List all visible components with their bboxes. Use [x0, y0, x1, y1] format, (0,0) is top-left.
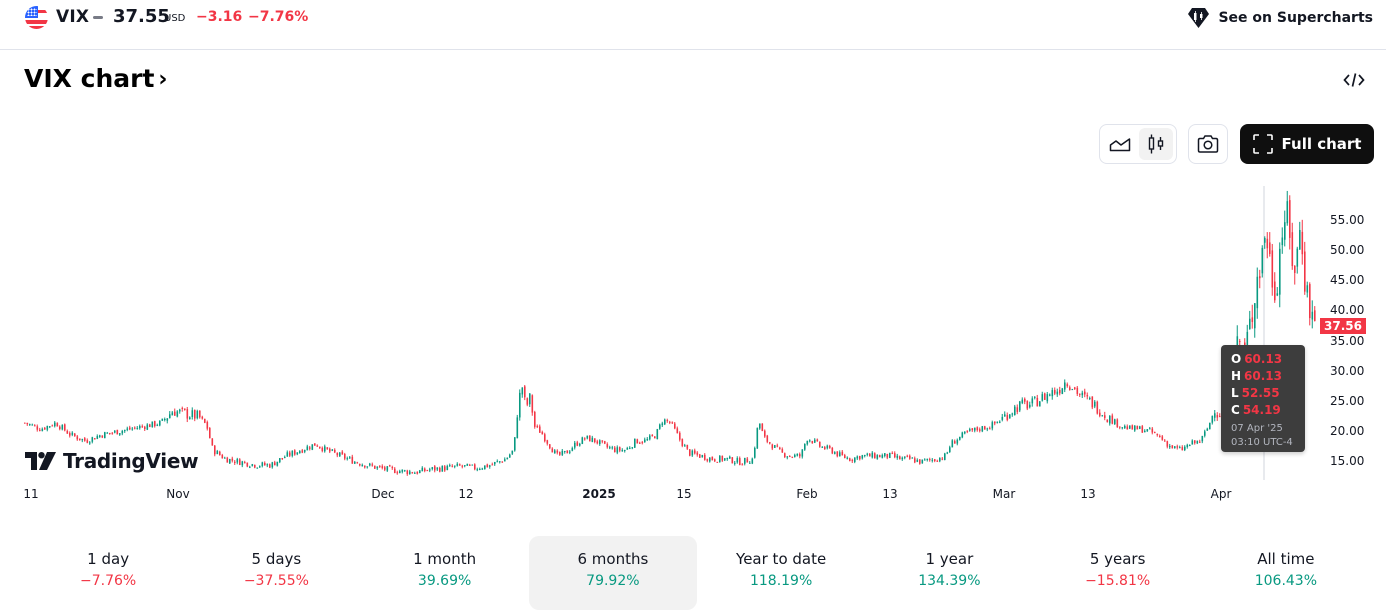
price-axis-label: 25.00 [1330, 393, 1365, 408]
tooltip-high: 60.13 [1244, 369, 1283, 383]
period-5-days[interactable]: 5 days −37.55% [192, 536, 360, 610]
price-axis-label: 20.00 [1330, 423, 1365, 438]
period-label: 1 year [925, 550, 974, 568]
time-axis[interactable]: 11 Nov Dec 12 2025 15 Feb 13 Mar 13 Apr [0, 487, 1386, 503]
candle-style-button[interactable] [1139, 128, 1173, 160]
ohlc-tooltip: O 60.13 H 60.13 L 52.55 C 54.19 07 Apr '25 0… [1221, 345, 1305, 452]
candlestick-series [24, 186, 1316, 480]
time-axis-label: 15 [676, 487, 692, 501]
period-change: −37.55% [243, 573, 309, 589]
snapshot-button[interactable] [1188, 124, 1228, 164]
period-label: Year to date [736, 550, 827, 568]
period-5-years[interactable]: 5 years −15.81% [1034, 536, 1202, 610]
price-axis-label: 35.00 [1330, 333, 1365, 348]
price-axis-label: 30.00 [1330, 363, 1365, 378]
last-price: 37.55 [113, 6, 170, 27]
period-1-month[interactable]: 1 month 39.69% [361, 536, 529, 610]
period-6-months[interactable]: 6 months 79.92% [528, 536, 697, 610]
price-axis-label: 40.00 [1330, 303, 1365, 318]
area-chart-icon [1109, 138, 1131, 152]
time-axis-label: 2025 [582, 487, 616, 501]
chart-title-link[interactable]: VIX chart › [24, 64, 167, 93]
price-axis-label: 55.00 [1330, 213, 1365, 227]
chevron-right-icon: › [158, 67, 168, 92]
time-axis-label: Feb [796, 487, 818, 501]
area-style-button[interactable] [1103, 128, 1137, 160]
last-price-label: 37.56 [1320, 318, 1366, 335]
performance-periods: 1 day −7.76% 5 days −37.55% 1 month 39.69% 6 m… [24, 536, 1370, 610]
fullscreen-icon [1252, 134, 1273, 154]
period-label: All time [1257, 550, 1315, 568]
supercharts-icon [1188, 8, 1210, 28]
tooltip-close: 54.19 [1242, 403, 1281, 417]
period-label: 1 month [413, 550, 477, 568]
price-axis-label: 50.00 [1330, 243, 1365, 258]
period-change: 106.43% [1254, 573, 1318, 589]
period-label: 5 years [1089, 550, 1146, 568]
period-1-day[interactable]: 1 day −7.76% [24, 536, 192, 610]
embed-code-button[interactable] [1342, 69, 1366, 91]
chart-style-toggle [1099, 124, 1177, 164]
symbol-name[interactable]: VIX [56, 7, 90, 27]
period-1-year[interactable]: 1 year 134.39% [865, 536, 1033, 610]
code-icon [1343, 73, 1365, 87]
price-axis-label: 15.00 [1330, 454, 1365, 468]
time-axis-label: 13 [882, 487, 898, 501]
chart-title: VIX chart [24, 64, 155, 93]
price-chart[interactable]: 55.00 50.00 45.00 40.00 35.00 30.00 25.00 20.00… [0, 180, 1386, 480]
candlestick-icon [1148, 134, 1164, 154]
tooltip-time: 03:10 UTC-4 [1231, 437, 1293, 448]
price-change: −3.16 [196, 9, 243, 25]
price-change-percent: −7.76% [248, 9, 309, 25]
period-change: −7.76% [80, 573, 137, 589]
time-axis-label: 12 [458, 487, 474, 501]
period-label: 6 months [577, 550, 649, 568]
time-axis-label: Dec [371, 487, 395, 501]
full-chart-button[interactable]: Full chart [1240, 124, 1374, 164]
camera-icon [1197, 135, 1219, 153]
tooltip-date: 07 Apr '25 [1231, 423, 1283, 434]
time-axis-label: Apr [1210, 487, 1232, 501]
period-label: 5 days [251, 550, 302, 568]
full-chart-label: Full chart [1281, 135, 1362, 153]
us-flag-icon [25, 6, 48, 29]
period-year-to-date[interactable]: Year to date 118.19% [697, 536, 865, 610]
period-change: 79.92% [586, 573, 640, 589]
see-on-supercharts-label: See on Supercharts [1218, 10, 1373, 26]
period-all-time[interactable]: All time 106.43% [1202, 536, 1370, 610]
currency-label: USD [164, 13, 186, 24]
time-axis-label: Mar [992, 487, 1016, 501]
time-axis-label: 11 [23, 487, 39, 501]
see-on-supercharts-link[interactable]: See on Supercharts [1186, 6, 1373, 30]
period-change: 39.69% [417, 573, 472, 589]
symbol-header: VIX 37.55 USD −3.16 −7.76% See on Superc… [0, 0, 1386, 50]
tradingview-wordmark: TradingView [63, 449, 199, 473]
tradingview-logo-icon [25, 452, 56, 470]
period-change: 134.39% [918, 573, 981, 589]
tooltip-open: 60.13 [1244, 352, 1283, 366]
market-status-icon [93, 16, 103, 19]
tradingview-watermark: TradingView [25, 449, 199, 473]
period-label: 1 day [87, 550, 130, 568]
price-axis-label: 45.00 [1330, 273, 1365, 288]
period-change: −15.81% [1085, 573, 1151, 589]
time-axis-label: Nov [166, 487, 190, 501]
period-change: 118.19% [749, 573, 813, 589]
tooltip-low: 52.55 [1241, 386, 1280, 400]
time-axis-label: 13 [1080, 487, 1096, 501]
